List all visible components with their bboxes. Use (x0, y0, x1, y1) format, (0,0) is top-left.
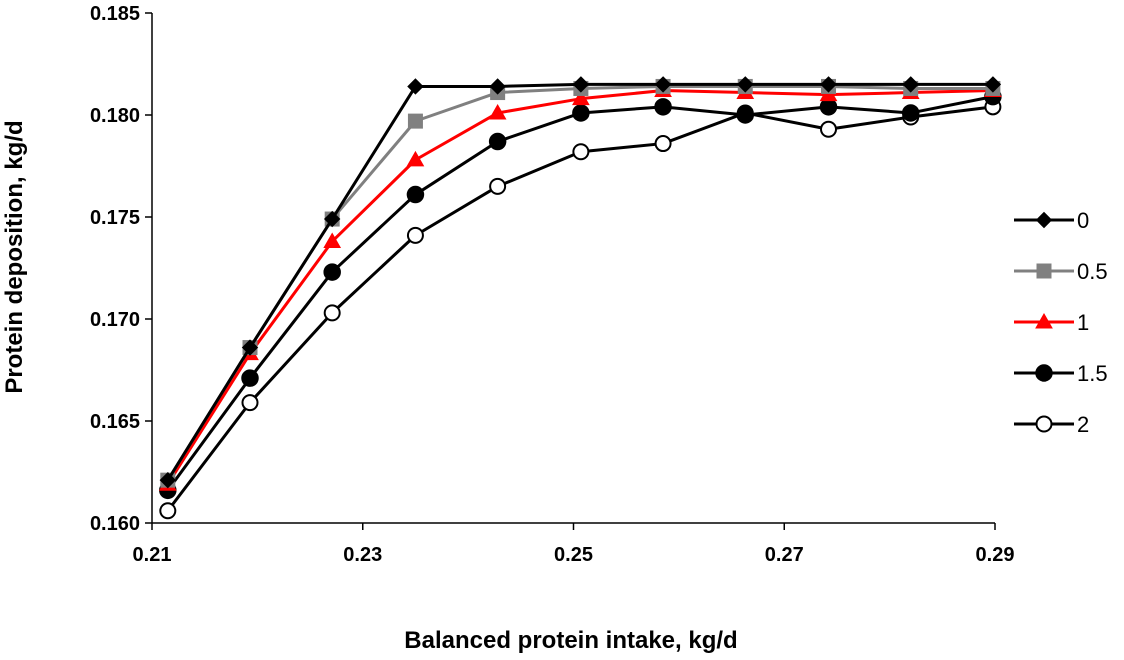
data-point (902, 76, 919, 93)
legend-label: 1.5 (1077, 361, 1108, 386)
data-point (159, 471, 177, 489)
legend: 0 0.5 1 1.5 2 (1014, 208, 1108, 437)
legend-item: 0 (1014, 208, 1089, 233)
series-line (166, 105, 994, 512)
legend-label: 0 (1077, 208, 1089, 233)
data-point (406, 226, 424, 244)
legend-label: 0.5 (1077, 259, 1108, 284)
legend-item: 2 (1014, 412, 1089, 437)
series-0 (159, 76, 1002, 489)
legend-marker (1036, 263, 1052, 279)
x-tick-label: 0.21 (133, 544, 172, 566)
data-point (819, 98, 838, 116)
data-point (159, 502, 177, 520)
axes: 0.160 0.165 0.170 0.175 0.180 0.185 0.21 0.23 0.… (90, 3, 1015, 566)
data-point (323, 232, 342, 248)
legend-item: 0.5 (1014, 259, 1108, 284)
data-point (489, 78, 506, 95)
data-point (736, 106, 755, 124)
data-point (820, 120, 838, 138)
data-point (488, 103, 507, 120)
x-axis-title: Balanced protein intake, kg/d (404, 627, 737, 654)
data-point (654, 98, 672, 116)
x-tick-label: 0.27 (765, 544, 804, 566)
x-tick-label: 0.23 (343, 544, 382, 566)
x-tick-label: 0.29 (976, 544, 1015, 566)
data-point (407, 78, 424, 95)
legend-marker (1035, 312, 1053, 329)
legend-marker (1035, 364, 1053, 382)
series-2 (159, 98, 1002, 520)
data-point (489, 177, 507, 195)
legend-item: 1.5 (1014, 361, 1108, 386)
data-point (241, 394, 259, 412)
data-point (323, 210, 341, 228)
legend-marker (1035, 415, 1053, 433)
data-point (241, 339, 259, 356)
y-tick-label: 0.165 (90, 411, 140, 433)
y-tick-label: 0.175 (90, 207, 140, 229)
data-point (737, 76, 754, 93)
data-point (901, 104, 920, 122)
data-point (984, 76, 1002, 93)
data-point (323, 263, 341, 281)
data-point (572, 76, 590, 93)
y-axis-title: Protein deposition, kg/d (1, 120, 28, 393)
legend-marker (1035, 211, 1053, 229)
data-point (488, 132, 507, 151)
data-point (572, 143, 590, 161)
data-point (406, 150, 425, 167)
y-tick-label: 0.185 (90, 3, 140, 25)
x-tick-label: 0.25 (554, 544, 593, 566)
data-point (654, 76, 672, 93)
data-point (654, 135, 672, 153)
series-1-5 (159, 87, 1002, 500)
data-point (572, 104, 590, 122)
data-point (572, 89, 590, 106)
y-tick-label: 0.170 (90, 309, 140, 331)
data-point (407, 113, 423, 129)
data-point (323, 304, 341, 322)
legend-item: 1 (1014, 310, 1089, 335)
series-layer (158, 76, 1002, 520)
data-point (406, 185, 425, 204)
y-tick-label: 0.160 (90, 513, 140, 535)
legend-label: 2 (1077, 412, 1089, 437)
data-point (820, 76, 837, 93)
y-tick-label: 0.180 (90, 105, 140, 127)
legend-label: 1 (1077, 310, 1089, 335)
series-0-5 (160, 78, 1001, 488)
data-point (241, 369, 259, 387)
